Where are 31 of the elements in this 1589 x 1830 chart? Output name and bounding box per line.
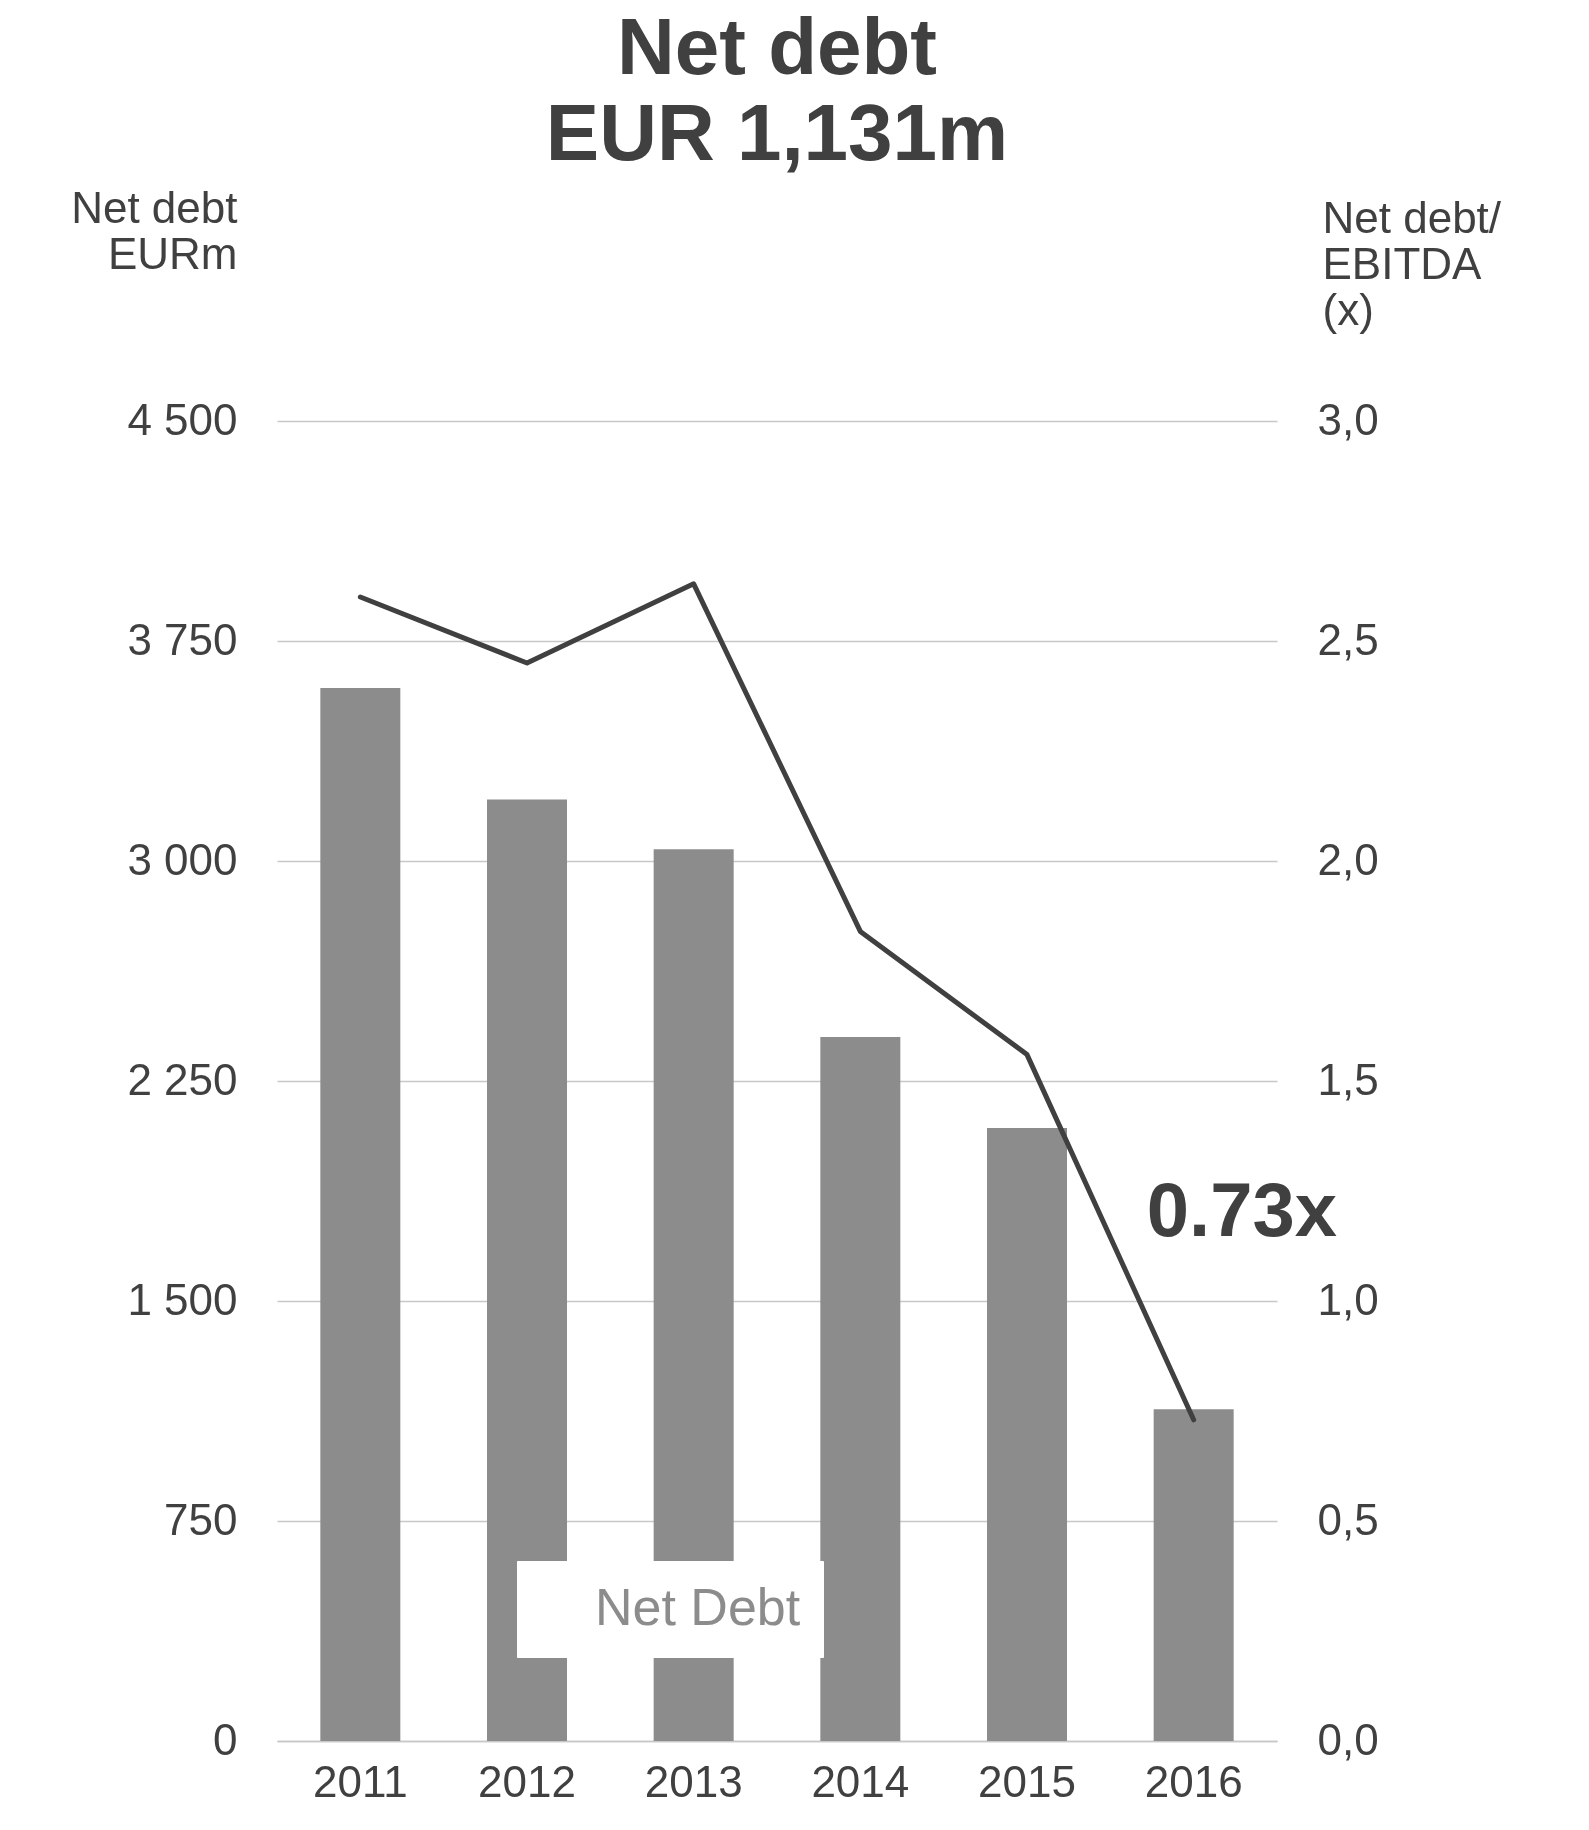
y-tick-label: 3 000 [127,834,238,884]
x-tick-label: 2016 [1144,1756,1243,1806]
x-tick-label: 2015 [978,1756,1076,1806]
bar [320,687,401,1741]
y-tick-label: 2 250 [127,1054,238,1104]
x-tick-label: 2013 [644,1756,743,1806]
y-tick-label: 1 500 [127,1274,238,1324]
y-tick-label: 4 500 [127,394,238,444]
y-axis-title: Net debt EURm [71,182,238,278]
y2-axis-title: Net debt/ EBITDA (x) [1322,192,1502,334]
y2-tick-label: 2,0 [1317,834,1379,884]
series-label: Net Debt [595,1578,801,1636]
x-tick-label: 2011 [313,1756,408,1806]
y-tick-label: 0 [213,1714,238,1764]
y2-tick-label: 3,0 [1317,394,1379,444]
y2-tick-label: 1,5 [1317,1054,1379,1104]
y2-tick-label: 1,0 [1317,1274,1379,1324]
y2-tick-label: 0,5 [1317,1494,1379,1544]
y-tick-label: 750 [164,1494,238,1544]
chart-subtitle: EUR 1,131m [545,88,1009,177]
bar [987,1127,1067,1741]
bar [487,799,567,1741]
chart-title: Net debt [617,2,937,91]
y2-tick-label: 2,5 [1317,614,1379,664]
x-tick-label: 2014 [811,1756,910,1806]
bar [1153,1409,1234,1741]
x-tick-label: 2012 [478,1756,576,1806]
y-tick-label: 3 750 [127,614,238,664]
annotation: 0.73x [1146,1167,1337,1252]
y2-tick-label: 0,0 [1317,1714,1379,1764]
bar [820,1037,901,1741]
